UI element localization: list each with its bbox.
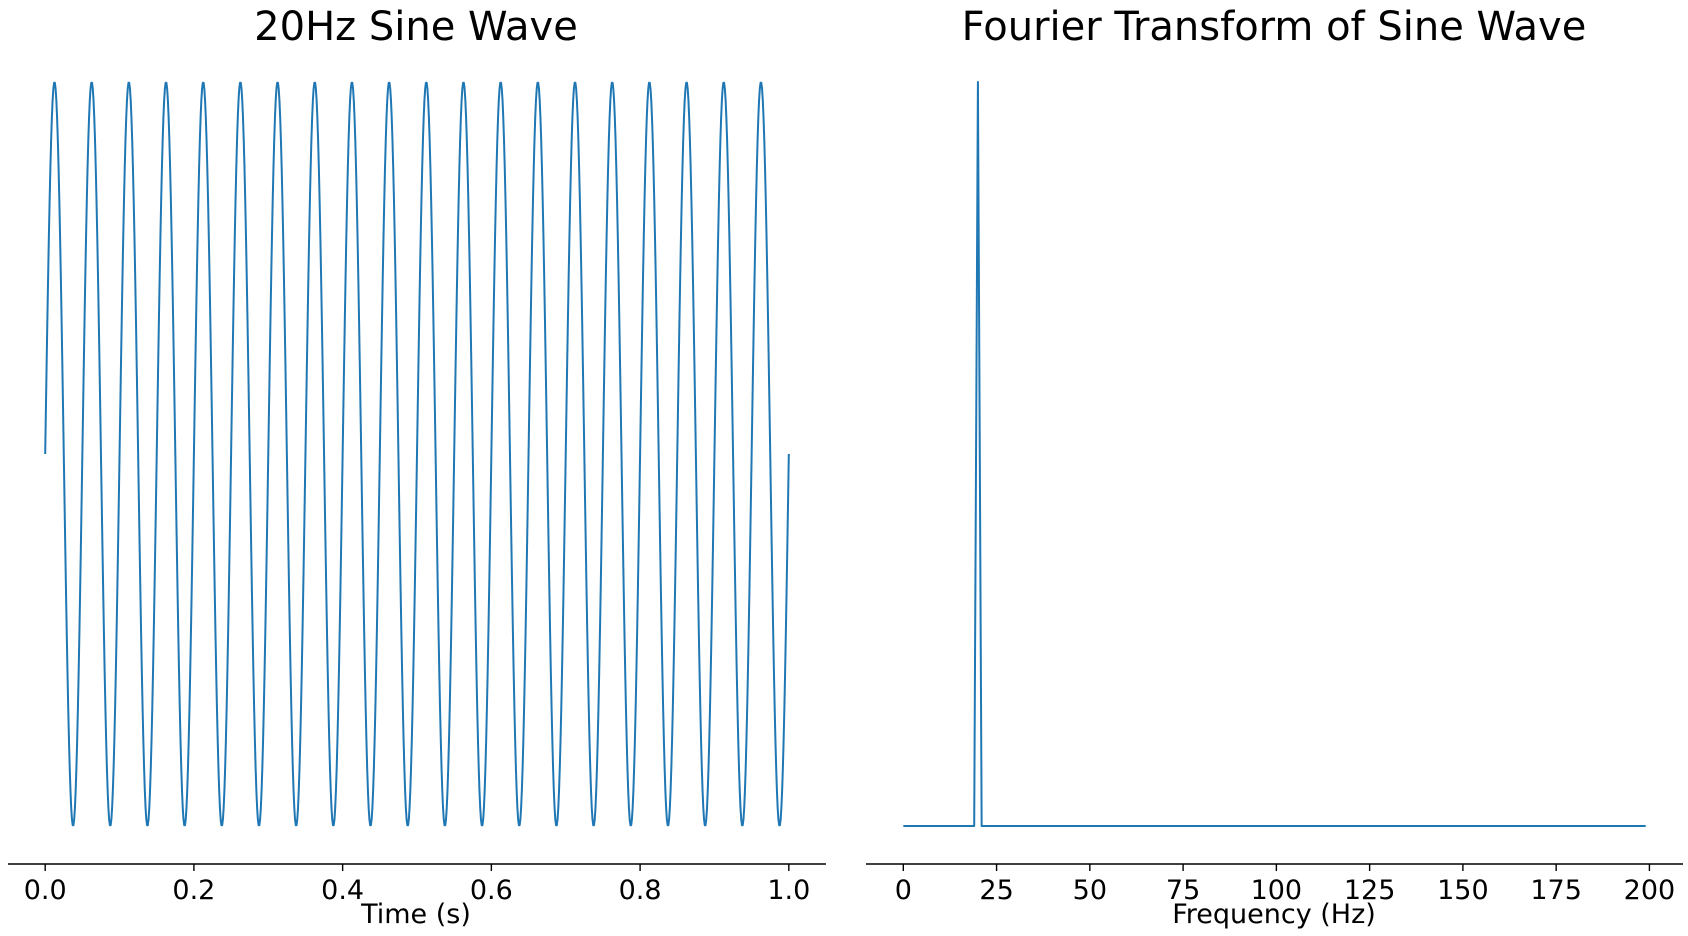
x-tick-label: 25 [979, 875, 1013, 906]
x-tick-label: 0.8 [619, 875, 662, 906]
x-tick-label: 50 [1073, 875, 1107, 906]
chart-title-right: Fourier Transform of Sine Wave [962, 4, 1587, 50]
sine-wave-line [44, 81, 790, 827]
x-tick-label: 0 [895, 875, 912, 906]
x-tick-label: 0.0 [24, 875, 67, 906]
x-tick-label: 125 [1344, 875, 1396, 906]
x-axis-label-right: Frequency (Hz) [1172, 899, 1376, 930]
x-ticks-left: 0.0 0.2 0.4 0.6 0.8 1.0 [24, 864, 810, 906]
x-ticks-right: 0 25 50 75 100 125 150 175 200 [895, 864, 1675, 906]
left-chart: 20Hz Sine Wave 0.0 0.2 0.4 0.6 0.8 1.0 Time (… [8, 4, 826, 930]
x-tick-label: 75 [1166, 875, 1200, 906]
x-axis-label-left: Time (s) [360, 899, 471, 930]
x-tick-label: 0.6 [470, 875, 513, 906]
right-chart: Fourier Transform of Sine Wave 0 25 50 75 10… [866, 4, 1683, 930]
x-tick-label: 175 [1530, 875, 1582, 906]
fourier-spectrum-line [903, 81, 1646, 827]
x-tick-label: 1.0 [767, 875, 810, 906]
x-tick-label: 100 [1251, 875, 1303, 906]
x-tick-label: 200 [1624, 875, 1676, 906]
x-tick-label: 150 [1437, 875, 1489, 906]
x-tick-label: 0.2 [172, 875, 215, 906]
chart-title-left: 20Hz Sine Wave [254, 4, 578, 50]
x-tick-label: 0.4 [321, 875, 364, 906]
